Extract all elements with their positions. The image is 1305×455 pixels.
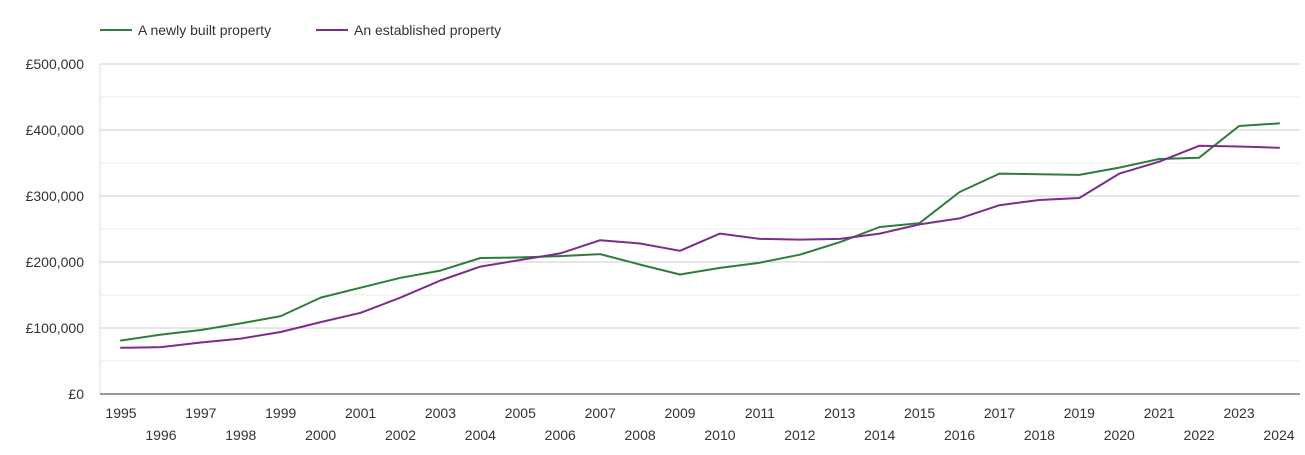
x-tick-label: 1998: [225, 427, 256, 443]
series-line-newly-built: [120, 122, 1280, 342]
x-tick-label: 2016: [944, 427, 975, 443]
y-tick-label: £200,000: [26, 254, 85, 270]
x-tick-label: 2024: [1263, 427, 1294, 443]
x-tick-label: 2005: [505, 405, 536, 421]
y-tick-label: £300,000: [26, 188, 85, 204]
y-axis: £0 £100,000 £200,000 £300,000 £400,000 £500,0…: [26, 56, 101, 402]
x-tick-label: 1997: [185, 405, 216, 421]
x-tick-label: 2001: [345, 405, 376, 421]
y-tick-label: £100,000: [26, 320, 85, 336]
x-tick-label: 2008: [625, 427, 656, 443]
x-tick-label: 2023: [1223, 405, 1254, 421]
x-tick-label: 2020: [1104, 427, 1135, 443]
series-line-established: [120, 144, 1280, 349]
x-tick-label: 1995: [105, 405, 136, 421]
x-tick-label: 1999: [265, 405, 296, 421]
y-tick-label: £500,000: [26, 56, 85, 72]
y-tick-label: £400,000: [26, 122, 85, 138]
legend-label: A newly built property: [138, 22, 271, 38]
y-tick-label: £0: [68, 386, 84, 402]
x-tick-label: 2012: [784, 427, 815, 443]
x-tick-label: 1996: [145, 427, 176, 443]
grid: [100, 63, 1300, 362]
x-tick-label: 2019: [1064, 405, 1095, 421]
legend-label: An established property: [354, 22, 501, 38]
x-tick-label: 2021: [1144, 405, 1175, 421]
series-group: [120, 122, 1280, 349]
x-tick-label: 2017: [984, 405, 1015, 421]
x-tick-label: 2013: [824, 405, 855, 421]
x-tick-label: 2015: [904, 405, 935, 421]
x-tick-label: 2010: [704, 427, 735, 443]
x-tick-label: 2009: [664, 405, 695, 421]
x-tick-label: 2014: [864, 427, 895, 443]
x-tick-label: 2006: [545, 427, 576, 443]
x-tick-label: 2022: [1184, 427, 1215, 443]
x-tick-label: 2004: [465, 427, 496, 443]
x-tick-label: 2000: [305, 427, 336, 443]
x-tick-label: 2011: [745, 405, 775, 421]
x-tick-label: 2003: [425, 405, 456, 421]
x-tick-label: 2018: [1024, 427, 1055, 443]
legend: A newly built property An established pro…: [100, 22, 501, 38]
x-axis: 1995 1996 1997 1998 1999 2000 2001 2002 2003 2004…: [100, 393, 1300, 443]
x-tick-label: 2002: [385, 427, 416, 443]
x-tick-label: 2007: [585, 405, 616, 421]
